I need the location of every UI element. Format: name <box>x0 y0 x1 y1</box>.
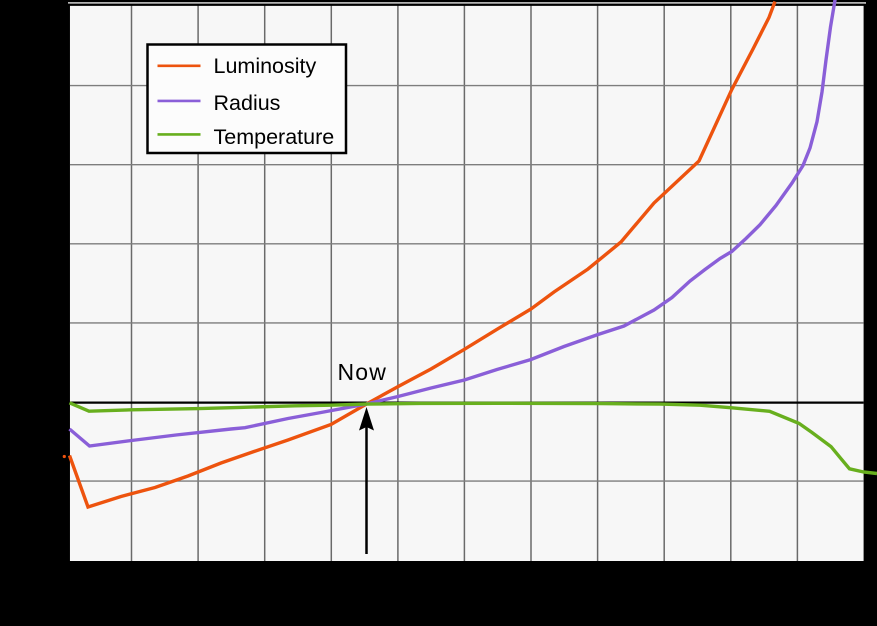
svg-text:Radius: Radius <box>214 91 281 115</box>
svg-text:Now: Now <box>338 359 388 385</box>
svg-text:Luminosity: Luminosity <box>214 54 317 78</box>
svg-text:Temperature: Temperature <box>214 125 335 149</box>
